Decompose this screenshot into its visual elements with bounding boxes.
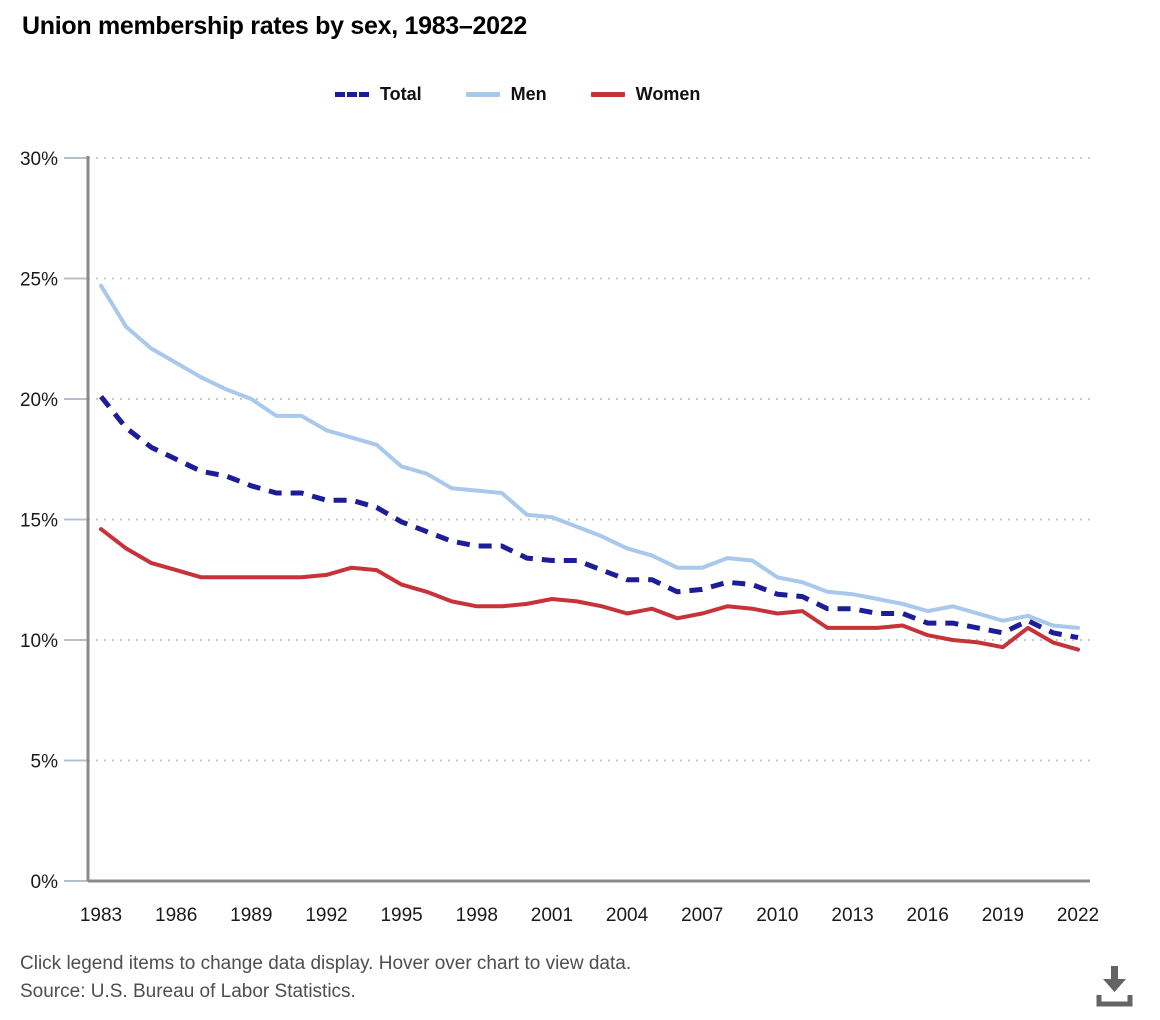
download-icon <box>1096 966 1133 1007</box>
chart-title: Union membership rates by sex, 1983–2022 <box>22 12 527 40</box>
x-axis-label-2007: 2007 <box>681 905 723 926</box>
x-axis-label-1983: 1983 <box>80 905 122 926</box>
x-axis-label-1992: 1992 <box>305 905 347 926</box>
legend-label-total: Total <box>380 84 422 104</box>
y-axis-label-5%: 5% <box>31 752 59 773</box>
x-axis-label-1998: 1998 <box>456 905 498 926</box>
x-axis-label-2004: 2004 <box>606 905 649 926</box>
line-chart-plot-area[interactable]: 0% 5% 10% 15% 20% 25% 30% 1983 1986 1989 1992 1995 1… <box>0 140 1160 940</box>
x-axis-label-2022: 2022 <box>1057 905 1099 926</box>
y-axis-label-15%: 15% <box>20 511 58 532</box>
chart-instructions: Click legend items to change data displa… <box>20 953 632 974</box>
x-axis-label-2016: 2016 <box>907 905 949 926</box>
chart-legend: Total Men Women <box>335 84 700 105</box>
y-axis-label-20%: 20% <box>20 390 58 411</box>
x-axis-label-2001: 2001 <box>531 905 573 926</box>
legend-item-women[interactable]: Women <box>590 84 701 105</box>
total-series-line[interactable] <box>99 395 1079 641</box>
download-button[interactable] <box>1088 960 1140 1012</box>
y-axis-label-0%: 0% <box>31 872 59 893</box>
x-axis-label-2019: 2019 <box>982 905 1024 926</box>
women-line-swatch <box>590 92 625 97</box>
x-axis-label-2010: 2010 <box>756 905 798 926</box>
x-axis-label-1995: 1995 <box>380 905 422 926</box>
legend-label-men: Men <box>510 84 547 104</box>
total-dashed-line-swatch <box>335 92 369 97</box>
chart-footer: Click legend items to change data displa… <box>20 950 631 1006</box>
legend-label-women: Women <box>635 84 701 104</box>
men-series-line[interactable] <box>99 283 1080 630</box>
y-axis-label-25%: 25% <box>20 270 58 291</box>
legend-item-men[interactable]: Men <box>465 84 547 105</box>
legend-item-total[interactable]: Total <box>335 84 422 105</box>
women-series-line[interactable] <box>99 527 1080 652</box>
x-axis-label-1989: 1989 <box>230 905 272 926</box>
x-axis-label-1986: 1986 <box>155 905 197 926</box>
x-axis-label-2013: 2013 <box>831 905 873 926</box>
y-axis-label-30%: 30% <box>20 149 58 170</box>
men-line-swatch <box>465 92 500 97</box>
y-axis-label-10%: 10% <box>20 631 58 652</box>
chart-source: Source: U.S. Bureau of Labor Statistics. <box>20 981 356 1002</box>
